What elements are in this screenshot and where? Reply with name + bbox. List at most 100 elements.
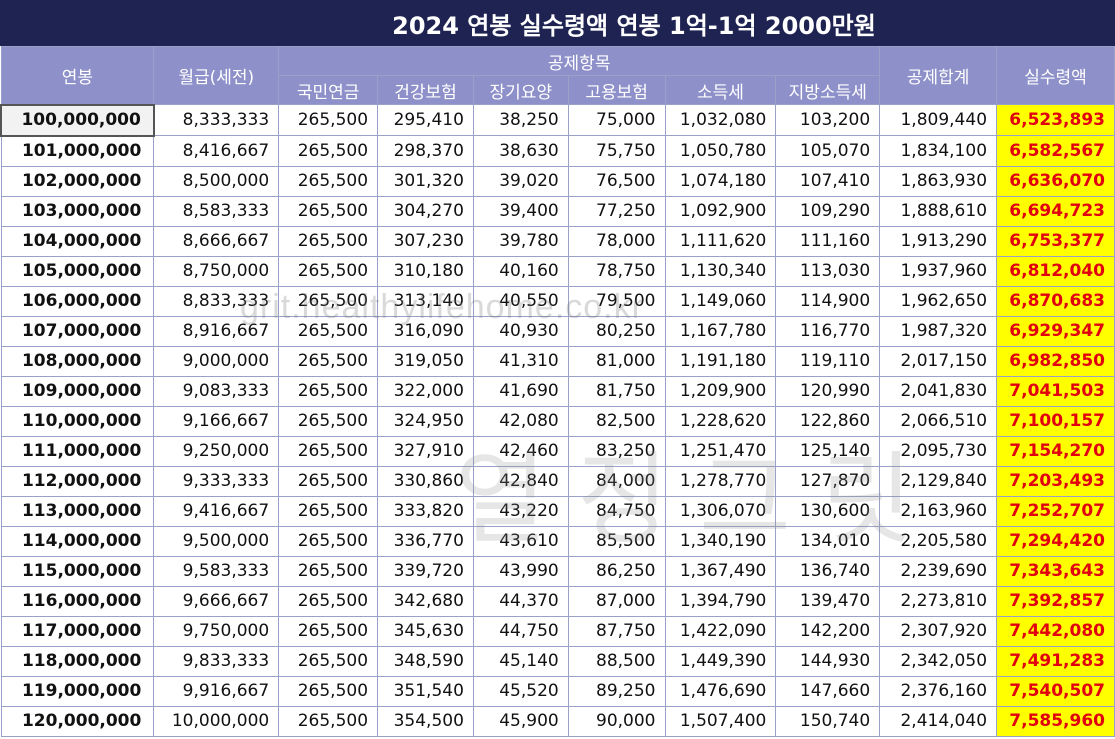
cell-net[interactable]: 7,041,503: [996, 375, 1115, 407]
cell-annual[interactable]: 101,000,000: [0, 135, 155, 167]
cell-local-tax[interactable]: 150,740: [775, 705, 881, 737]
cell-health[interactable]: 354,500: [377, 705, 474, 737]
cell-ltc[interactable]: 45,520: [472, 675, 569, 707]
cell-health[interactable]: 348,590: [377, 645, 474, 677]
cell-monthly[interactable]: 9,666,667: [153, 585, 280, 617]
cell-ltc[interactable]: 45,900: [472, 705, 569, 737]
cell-annual[interactable]: 109,000,000: [0, 375, 155, 407]
cell-pension[interactable]: 265,500: [278, 645, 379, 677]
cell-total[interactable]: 2,376,160: [879, 675, 998, 707]
cell-pension[interactable]: 265,500: [278, 345, 379, 377]
cell-total[interactable]: 1,962,650: [879, 285, 998, 317]
cell-employment[interactable]: 80,250: [567, 315, 666, 347]
cell-employment[interactable]: 84,750: [567, 495, 666, 527]
cell-total[interactable]: 1,888,610: [879, 195, 998, 227]
cell-employment[interactable]: 89,250: [567, 675, 666, 707]
header-employment[interactable]: 고용보험: [567, 75, 666, 105]
header-health[interactable]: 건강보험: [377, 75, 474, 105]
cell-total[interactable]: 2,414,040: [879, 705, 998, 737]
cell-total[interactable]: 1,913,290: [879, 225, 998, 257]
cell-local-tax[interactable]: 107,410: [775, 165, 881, 197]
cell-pension[interactable]: 265,500: [278, 615, 379, 647]
cell-pension[interactable]: 265,500: [278, 225, 379, 257]
cell-monthly[interactable]: 8,916,667: [153, 315, 280, 347]
cell-net[interactable]: 6,523,893: [996, 104, 1115, 136]
cell-health[interactable]: 336,770: [377, 525, 474, 557]
cell-ltc[interactable]: 45,140: [472, 645, 569, 677]
cell-total[interactable]: 2,129,840: [879, 465, 998, 497]
cell-ltc[interactable]: 38,250: [472, 104, 569, 136]
cell-monthly[interactable]: 8,583,333: [153, 195, 280, 227]
cell-annual[interactable]: 100,000,000: [0, 103, 155, 137]
cell-net[interactable]: 7,343,643: [996, 555, 1115, 587]
cell-annual[interactable]: 112,000,000: [0, 465, 155, 497]
cell-pension[interactable]: 265,500: [278, 585, 379, 617]
cell-income-tax[interactable]: 1,476,690: [664, 675, 777, 707]
cell-monthly[interactable]: 8,750,000: [153, 255, 280, 287]
cell-total[interactable]: 1,809,440: [879, 104, 998, 136]
cell-ltc[interactable]: 40,930: [472, 315, 569, 347]
cell-total[interactable]: 2,273,810: [879, 585, 998, 617]
cell-pension[interactable]: 265,500: [278, 104, 379, 136]
cell-health[interactable]: 295,410: [377, 104, 474, 136]
cell-pension[interactable]: 265,500: [278, 255, 379, 287]
cell-pension[interactable]: 265,500: [278, 525, 379, 557]
cell-health[interactable]: 327,910: [377, 435, 474, 467]
cell-local-tax[interactable]: 125,140: [775, 435, 881, 467]
cell-ltc[interactable]: 43,990: [472, 555, 569, 587]
cell-annual[interactable]: 104,000,000: [0, 225, 155, 257]
cell-monthly[interactable]: 10,000,000: [153, 705, 280, 737]
cell-employment[interactable]: 90,000: [567, 705, 666, 737]
cell-net[interactable]: 7,442,080: [996, 615, 1115, 647]
cell-net[interactable]: 7,154,270: [996, 435, 1115, 467]
cell-employment[interactable]: 87,750: [567, 615, 666, 647]
cell-employment[interactable]: 85,500: [567, 525, 666, 557]
cell-employment[interactable]: 78,000: [567, 225, 666, 257]
cell-pension[interactable]: 265,500: [278, 705, 379, 737]
cell-net[interactable]: 7,203,493: [996, 465, 1115, 497]
cell-local-tax[interactable]: 147,660: [775, 675, 881, 707]
cell-net[interactable]: 7,540,507: [996, 675, 1115, 707]
cell-pension[interactable]: 265,500: [278, 195, 379, 227]
cell-local-tax[interactable]: 119,110: [775, 345, 881, 377]
cell-local-tax[interactable]: 109,290: [775, 195, 881, 227]
cell-health[interactable]: 322,000: [377, 375, 474, 407]
cell-monthly[interactable]: 8,500,000: [153, 165, 280, 197]
cell-income-tax[interactable]: 1,394,790: [664, 585, 777, 617]
cell-employment[interactable]: 78,750: [567, 255, 666, 287]
cell-health[interactable]: 333,820: [377, 495, 474, 527]
cell-total[interactable]: 2,041,830: [879, 375, 998, 407]
cell-health[interactable]: 298,370: [377, 135, 474, 167]
cell-monthly[interactable]: 9,083,333: [153, 375, 280, 407]
cell-local-tax[interactable]: 120,990: [775, 375, 881, 407]
cell-income-tax[interactable]: 1,278,770: [664, 465, 777, 497]
cell-monthly[interactable]: 9,500,000: [153, 525, 280, 557]
cell-local-tax[interactable]: 111,160: [775, 225, 881, 257]
cell-monthly[interactable]: 9,166,667: [153, 405, 280, 437]
cell-pension[interactable]: 265,500: [278, 165, 379, 197]
cell-employment[interactable]: 76,500: [567, 165, 666, 197]
cell-ltc[interactable]: 43,220: [472, 495, 569, 527]
cell-monthly[interactable]: 9,250,000: [153, 435, 280, 467]
cell-income-tax[interactable]: 1,209,900: [664, 375, 777, 407]
cell-employment[interactable]: 86,250: [567, 555, 666, 587]
cell-income-tax[interactable]: 1,167,780: [664, 315, 777, 347]
cell-employment[interactable]: 81,000: [567, 345, 666, 377]
cell-local-tax[interactable]: 105,070: [775, 135, 881, 167]
cell-ltc[interactable]: 39,020: [472, 165, 569, 197]
cell-local-tax[interactable]: 127,870: [775, 465, 881, 497]
cell-annual[interactable]: 110,000,000: [0, 405, 155, 437]
header-local-tax[interactable]: 지방소득세: [775, 75, 881, 105]
cell-pension[interactable]: 265,500: [278, 555, 379, 587]
cell-health[interactable]: 310,180: [377, 255, 474, 287]
cell-annual[interactable]: 114,000,000: [0, 525, 155, 557]
cell-total[interactable]: 1,834,100: [879, 135, 998, 167]
cell-ltc[interactable]: 44,750: [472, 615, 569, 647]
cell-income-tax[interactable]: 1,367,490: [664, 555, 777, 587]
cell-ltc[interactable]: 38,630: [472, 135, 569, 167]
cell-local-tax[interactable]: 139,470: [775, 585, 881, 617]
cell-employment[interactable]: 77,250: [567, 195, 666, 227]
cell-annual[interactable]: 108,000,000: [0, 345, 155, 377]
cell-health[interactable]: 324,950: [377, 405, 474, 437]
cell-annual[interactable]: 119,000,000: [0, 675, 155, 707]
